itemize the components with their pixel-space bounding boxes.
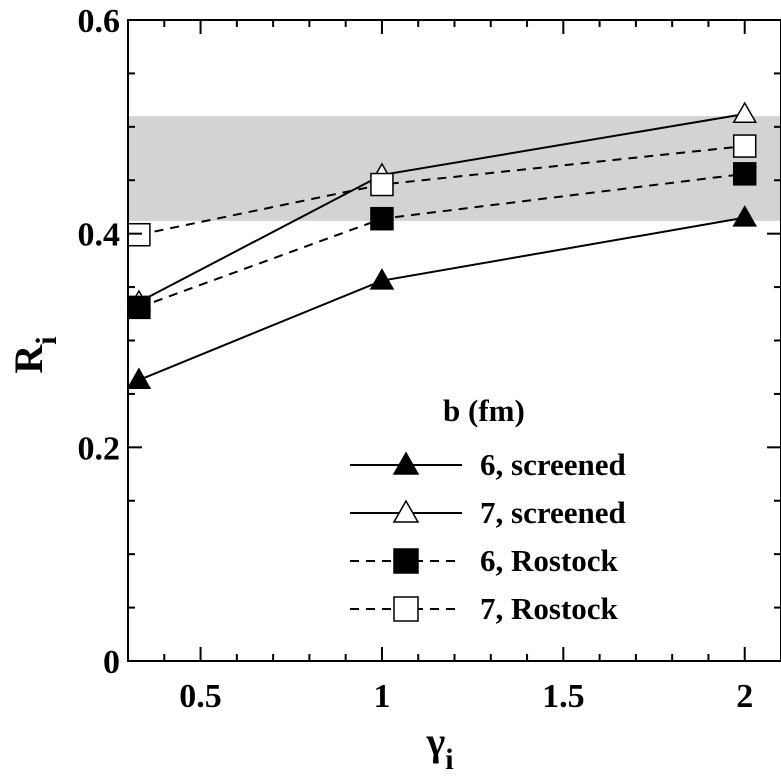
x-tick-label: 2	[736, 678, 753, 715]
square-filled-marker	[393, 548, 419, 574]
legend-item: 6, screened	[350, 447, 626, 482]
triangle-filled-marker	[732, 205, 758, 227]
square-filled-marker	[732, 162, 757, 186]
legend-item: 7, Rostock	[350, 591, 619, 626]
legend-item: 7, screened	[350, 495, 626, 530]
triangle-open-marker	[732, 101, 758, 124]
legend-label: 7, Rostock	[480, 591, 619, 626]
series-6-screened	[126, 205, 758, 390]
legend-item: 6, Rostock	[350, 543, 619, 578]
legend-label: 7, screened	[480, 495, 626, 530]
y-axis-label-subscript: i	[30, 336, 63, 344]
triangle-filled-marker	[126, 367, 152, 390]
legend-title: b (fm)	[443, 393, 525, 428]
series-layer	[126, 101, 758, 390]
x-tick-label: 1	[373, 678, 390, 715]
ticks-layer	[127, 19, 781, 662]
legend-label: 6, screened	[480, 447, 626, 482]
series-line	[138, 216, 745, 381]
y-tick-label: 0.4	[78, 217, 121, 254]
x-axis-label-subscript: i	[445, 743, 453, 776]
square-open-marker	[127, 222, 151, 247]
triangle-filled-marker	[392, 451, 420, 475]
band	[128, 116, 781, 221]
y-tick-label: 0.2	[78, 430, 121, 467]
y-axis-label: Ri	[6, 336, 63, 373]
x-tick-label: 0.5	[179, 678, 222, 715]
triangle-filled-marker	[369, 268, 395, 290]
legend: b (fm) 6, screened 7, screened 6, Rostock 7…	[350, 393, 626, 626]
y-tick-label: 0.6	[78, 3, 121, 40]
legend-label: 6, Rostock	[480, 543, 619, 578]
square-filled-marker	[370, 206, 394, 231]
square-open-marker	[393, 596, 419, 622]
square-open-marker	[370, 172, 394, 197]
triangle-open-marker	[392, 499, 420, 523]
x-tick-label: 1.5	[542, 678, 585, 715]
series-7-rostock	[127, 134, 757, 247]
square-open-marker	[732, 134, 757, 158]
y-tick-label: 0	[103, 644, 120, 681]
tick-labels: 0 0.2 0.4 0.6 0.5 1 1.5 2	[78, 3, 754, 715]
series-6-rostock	[127, 162, 757, 320]
square-filled-marker	[127, 295, 151, 320]
x-axis-label: γi	[425, 719, 453, 776]
